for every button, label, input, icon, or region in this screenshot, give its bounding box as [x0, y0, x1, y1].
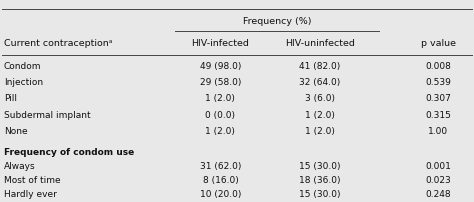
- Text: 0.008: 0.008: [426, 62, 451, 71]
- Text: 1 (2.0): 1 (2.0): [205, 127, 236, 136]
- Text: Condom: Condom: [4, 62, 41, 71]
- Text: 1.00: 1.00: [428, 127, 448, 136]
- Text: 0.539: 0.539: [426, 78, 451, 87]
- Text: 15 (30.0): 15 (30.0): [299, 190, 341, 199]
- Text: 10 (20.0): 10 (20.0): [200, 190, 241, 199]
- Text: 8 (16.0): 8 (16.0): [202, 176, 238, 185]
- Text: 1 (2.0): 1 (2.0): [305, 127, 335, 136]
- Text: 0.315: 0.315: [426, 111, 451, 120]
- Text: 41 (82.0): 41 (82.0): [299, 62, 341, 71]
- Text: 0.307: 0.307: [426, 95, 451, 103]
- Text: Frequency (%): Frequency (%): [243, 17, 311, 26]
- Text: 0.001: 0.001: [426, 162, 451, 170]
- Text: None: None: [4, 127, 27, 136]
- Text: Hardly ever: Hardly ever: [4, 190, 57, 199]
- Text: 0 (0.0): 0 (0.0): [205, 111, 236, 120]
- Text: 15 (30.0): 15 (30.0): [299, 162, 341, 170]
- Text: 32 (64.0): 32 (64.0): [299, 78, 341, 87]
- Text: Subdermal implant: Subdermal implant: [4, 111, 91, 120]
- Text: 18 (36.0): 18 (36.0): [299, 176, 341, 185]
- Text: Injection: Injection: [4, 78, 43, 87]
- Text: 0.023: 0.023: [426, 176, 451, 185]
- Text: Frequency of condom use: Frequency of condom use: [4, 148, 134, 157]
- Text: 3 (6.0): 3 (6.0): [305, 95, 335, 103]
- Text: HIV-uninfected: HIV-uninfected: [285, 39, 355, 48]
- Text: 1 (2.0): 1 (2.0): [205, 95, 236, 103]
- Text: Most of time: Most of time: [4, 176, 60, 185]
- Text: HIV-infected: HIV-infected: [191, 39, 249, 48]
- Text: 31 (62.0): 31 (62.0): [200, 162, 241, 170]
- Text: 0.248: 0.248: [426, 190, 451, 199]
- Text: Current contraceptionᵃ: Current contraceptionᵃ: [4, 39, 112, 48]
- Text: Pill: Pill: [4, 95, 17, 103]
- Text: 1 (2.0): 1 (2.0): [305, 111, 335, 120]
- Text: Always: Always: [4, 162, 36, 170]
- Text: 29 (58.0): 29 (58.0): [200, 78, 241, 87]
- Text: p value: p value: [421, 39, 456, 48]
- Text: 49 (98.0): 49 (98.0): [200, 62, 241, 71]
